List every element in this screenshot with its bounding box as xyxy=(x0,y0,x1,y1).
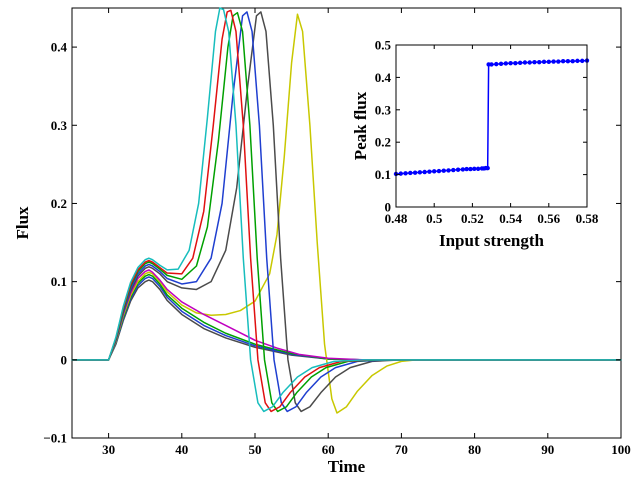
inset-data-point xyxy=(475,166,481,171)
inset-y-tick-label: 0 xyxy=(385,200,392,215)
main-x-tick-label: 100 xyxy=(611,442,631,457)
inset-y-tick-label: 0.1 xyxy=(375,167,391,182)
main-x-tick-label: 70 xyxy=(395,442,408,457)
inset-data-point xyxy=(489,62,494,67)
main-plot-axes-box xyxy=(71,7,622,439)
inset-x-tick-label: 0.5 xyxy=(426,211,443,226)
inset-data-point xyxy=(403,171,408,176)
inset-data-point xyxy=(455,167,461,172)
inset-data-point xyxy=(427,169,432,174)
inset-data-point xyxy=(412,170,418,175)
main-series-6-line xyxy=(71,11,622,413)
inset-data-point xyxy=(417,170,423,175)
main-series-2-line xyxy=(71,276,622,361)
inset-data-point xyxy=(398,171,403,176)
inset-data-point xyxy=(513,60,518,66)
main-y-tick-label: 0.1 xyxy=(51,274,67,289)
inset-plot-axes-box xyxy=(395,44,588,208)
inset-data-point xyxy=(565,59,571,64)
main-x-tick-label: 50 xyxy=(249,442,262,457)
inset-data-point xyxy=(508,60,513,66)
main-x-tick-label: 30 xyxy=(102,442,115,457)
main-y-tick-label: 0.3 xyxy=(51,118,68,133)
main-x-tick-label: 80 xyxy=(468,442,481,457)
main-y-tick-label: 0 xyxy=(61,352,68,367)
main-plot: 30 40 50 60 70 80 90 100−0.100.10.20.30.4 Time … xyxy=(13,7,631,476)
inset-y-tick-label: 0.2 xyxy=(375,135,391,150)
main-series-3-line xyxy=(71,273,622,361)
main-y-tick-label: 0.2 xyxy=(51,196,67,211)
inset-y-tick-label: 0.3 xyxy=(375,102,392,117)
inset-plot: 0.48 0.5 0.52 0.54 0.56 0.5800.10.20.30.40.5 … xyxy=(351,38,599,251)
main-x-tick-label: 40 xyxy=(175,442,188,457)
main-y-tick-label: −0.1 xyxy=(43,431,67,446)
inset-data-point xyxy=(460,167,466,172)
inset-x-tick-label: 0.56 xyxy=(537,211,560,226)
inset-data-point xyxy=(570,59,575,64)
inset-data-point xyxy=(494,61,499,67)
inset-data-point xyxy=(537,59,542,65)
main-x-tick-label: 60 xyxy=(322,442,335,457)
inset-data-point xyxy=(498,61,504,66)
inset-plot-ticks: 0.48 0.5 0.52 0.54 0.56 0.58 0 0.1 0.2 0.3 0.4 0.5 xyxy=(375,38,599,227)
inset-data-point xyxy=(560,59,566,64)
inset-data-point xyxy=(441,168,446,173)
main-series-10-line xyxy=(71,7,622,413)
inset-data-point xyxy=(522,60,528,65)
inset-data-point xyxy=(551,59,556,64)
inset-data-point xyxy=(472,166,477,171)
inset-data-point xyxy=(541,59,547,65)
inset-data-point xyxy=(446,168,451,173)
inset-data-point xyxy=(451,167,456,173)
main-y-axis-label: Flux xyxy=(13,206,32,240)
main-plot-ticks: 30 40 50 60 70 80 90 100 −0.1 0 0.1 0.2 0.3 0.4 xyxy=(43,8,631,457)
inset-y-axis-label: Peak flux xyxy=(351,91,370,160)
main-series-4-line xyxy=(71,13,622,414)
main-series-9-line xyxy=(71,9,622,413)
inset-data-point xyxy=(575,58,580,64)
main-x-tick-label: 90 xyxy=(541,442,554,457)
inset-x-tick-label: 0.52 xyxy=(461,211,484,226)
inset-data-point xyxy=(527,60,532,65)
main-y-tick-label: 0.4 xyxy=(51,40,68,55)
inset-data-point xyxy=(408,170,413,176)
inset-data-point xyxy=(532,59,537,65)
main-x-axis-label: Time xyxy=(328,457,366,476)
inset-x-tick-label: 0.54 xyxy=(499,211,522,226)
inset-data-point xyxy=(517,60,523,66)
inset-x-tick-label: 0.48 xyxy=(385,211,408,226)
inset-data-point xyxy=(436,168,442,174)
inset-plot-background xyxy=(396,45,587,207)
inset-data-point xyxy=(503,61,509,66)
inset-plot-series xyxy=(393,58,590,177)
inset-data-point xyxy=(464,166,469,172)
inset-y-tick-label: 0.5 xyxy=(375,38,392,53)
inset-data-point xyxy=(556,59,561,64)
inset-x-tick-label: 0.58 xyxy=(576,211,599,226)
main-series-1-line xyxy=(71,279,622,361)
inset-data-point xyxy=(485,165,490,171)
inset-data-point xyxy=(546,59,551,65)
inset-data-point xyxy=(580,58,585,64)
inset-data-point xyxy=(422,169,427,175)
main-plot-series xyxy=(71,7,622,414)
inset-data-point xyxy=(432,169,437,174)
inset-x-axis-label: Input strength xyxy=(439,231,545,250)
inset-y-tick-label: 0.4 xyxy=(375,70,392,85)
inset-data-point xyxy=(468,166,473,172)
